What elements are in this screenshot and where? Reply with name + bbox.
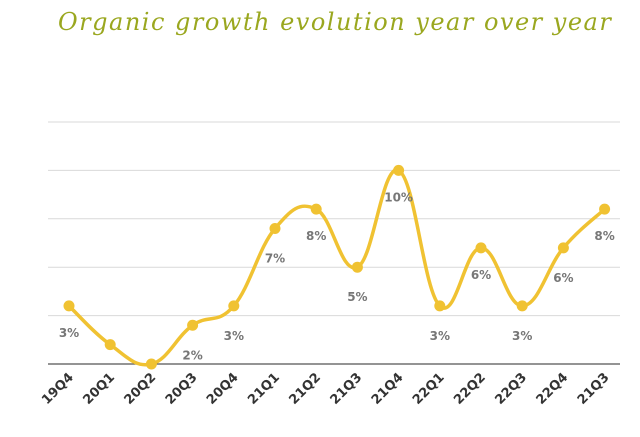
x-tick-label: 21Q1 — [245, 370, 283, 408]
data-label: 8% — [594, 229, 614, 243]
data-point — [104, 339, 116, 351]
x-tick-label: 19Q4 — [39, 370, 77, 408]
data-label: 3% — [430, 329, 450, 343]
x-tick-label: 20Q1 — [80, 370, 118, 408]
x-tick-label: 22Q2 — [451, 370, 489, 408]
data-point — [228, 300, 240, 312]
x-tick-label: 20Q3 — [163, 370, 201, 408]
data-point — [393, 164, 405, 176]
data-point — [434, 300, 446, 312]
data-point — [63, 300, 75, 312]
x-tick-label: 22Q4 — [534, 370, 572, 408]
data-point — [557, 242, 569, 254]
data-point — [475, 242, 487, 254]
data-label: 7% — [265, 251, 285, 265]
data-label: 2% — [182, 348, 202, 362]
data-point — [516, 300, 528, 312]
x-tick-label: 20Q2 — [122, 370, 160, 408]
data-label: 6% — [553, 271, 573, 285]
data-point — [351, 261, 363, 273]
data-point — [187, 319, 199, 331]
gridlines — [48, 121, 620, 317]
data-label: 3% — [512, 329, 532, 343]
data-point — [269, 222, 281, 234]
data-label: 6% — [471, 268, 491, 282]
chart-title: Organic growth evolution year over year — [58, 8, 613, 36]
data-labels: 3% 2% 3% 7% 8% 5% 10% 3% 6% 3% 6% 8% — [59, 190, 615, 362]
data-label: 3% — [224, 329, 244, 343]
data-label: 5% — [347, 290, 367, 304]
data-point — [145, 358, 157, 370]
data-point — [599, 203, 611, 215]
x-tick-labels: 19Q4 20Q1 20Q2 20Q3 20Q4 21Q1 21Q2 21Q3 21Q4 22Q1… — [39, 370, 612, 408]
x-tick-label: 20Q4 — [204, 370, 242, 408]
data-points — [63, 164, 611, 370]
x-tick-label: 22Q1 — [410, 370, 448, 408]
x-tick-label: 21Q3 — [575, 370, 613, 408]
x-tick-label: 21Q2 — [286, 370, 324, 408]
x-tick-label: 22Q3 — [492, 370, 530, 408]
data-label: 10% — [384, 190, 413, 204]
data-point — [310, 203, 322, 215]
data-label: 3% — [59, 326, 79, 340]
data-label: 8% — [306, 229, 326, 243]
x-tick-label: 21Q3 — [328, 370, 366, 408]
x-tick-label: 21Q4 — [369, 370, 407, 408]
